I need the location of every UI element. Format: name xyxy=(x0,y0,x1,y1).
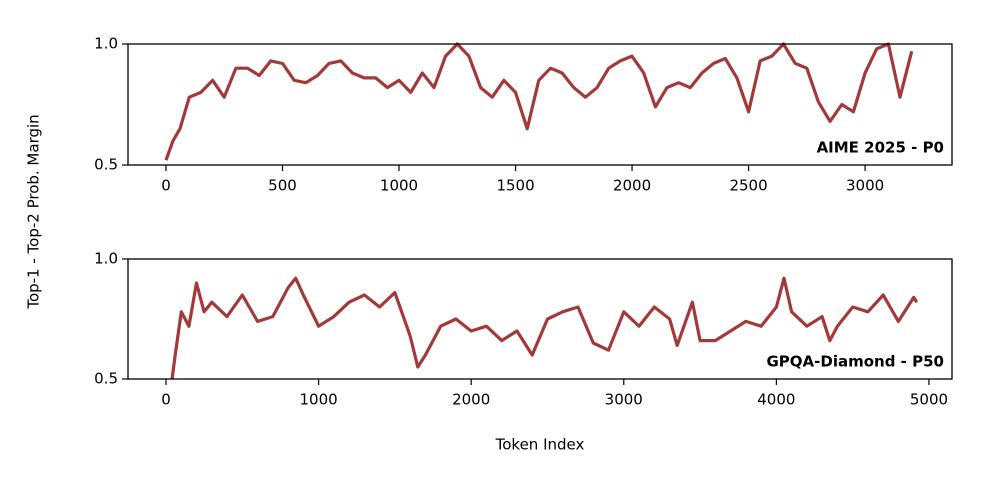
annotation: AIME 2025 - P0 xyxy=(817,139,944,157)
y-tick-label: 1.0 xyxy=(94,250,118,268)
x-tick-label: 0 xyxy=(161,177,171,195)
line xyxy=(170,276,919,380)
y-axis-label: Top-1 - Top-2 Prob. Margin xyxy=(25,114,43,309)
x-tick-label: 500 xyxy=(268,177,297,195)
axes-frame xyxy=(127,258,953,380)
x-tick-label: 5000 xyxy=(910,391,948,409)
x-tick-label: 3000 xyxy=(605,391,643,409)
y-tick-label: 0.5 xyxy=(94,156,118,174)
x-tick-label: 2000 xyxy=(613,177,651,195)
x-axis-label: Token Index xyxy=(495,436,585,454)
x-tick-label: 1000 xyxy=(380,177,418,195)
x-tick-label: 1500 xyxy=(496,177,534,195)
y-tick-label: 1.0 xyxy=(94,35,118,53)
y-tick-label: 0.5 xyxy=(94,370,118,388)
axes-frame xyxy=(127,43,953,166)
annotation-box xyxy=(762,350,948,373)
x-tick-label: 0 xyxy=(161,391,171,409)
annotation-box xyxy=(812,136,948,159)
x-tick-label: 1000 xyxy=(299,391,337,409)
line xyxy=(164,42,914,161)
annotation: GPQA-Diamond - P50 xyxy=(767,353,945,371)
x-tick-label: 3000 xyxy=(846,177,884,195)
x-tick-label: 2000 xyxy=(452,391,490,409)
x-tick-label: 2500 xyxy=(729,177,767,195)
x-tick-label: 4000 xyxy=(757,391,795,409)
